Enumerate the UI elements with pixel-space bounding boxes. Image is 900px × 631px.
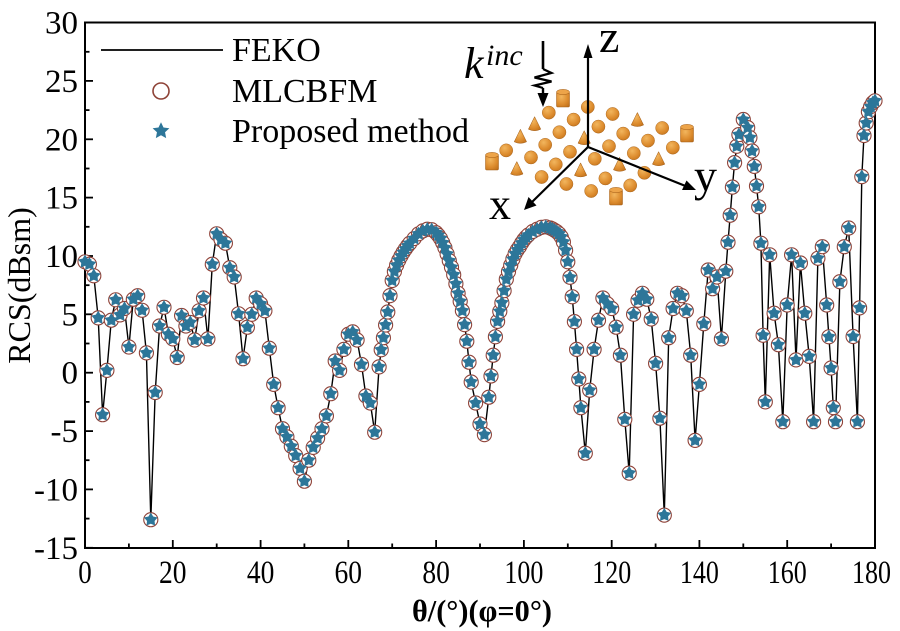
svg-text:-15: -15 [34, 531, 78, 567]
svg-text:MLCBFM: MLCBFM [232, 73, 378, 110]
svg-text:z: z [599, 11, 619, 62]
svg-text:θ/(°)(φ=0°): θ/(°)(φ=0°) [412, 593, 552, 628]
svg-text:60: 60 [335, 555, 363, 591]
svg-text:-10: -10 [34, 472, 78, 508]
svg-text:-5: -5 [51, 414, 79, 450]
svg-text:x: x [489, 180, 511, 229]
svg-text:0: 0 [62, 356, 79, 392]
svg-text:k: k [464, 39, 485, 88]
svg-text:180: 180 [852, 555, 891, 591]
svg-text:40: 40 [247, 555, 275, 591]
svg-text:160: 160 [768, 555, 807, 591]
svg-text:y: y [694, 150, 717, 201]
svg-text:30: 30 [45, 6, 78, 42]
svg-text:20: 20 [159, 555, 187, 591]
svg-text:Proposed method: Proposed method [232, 113, 469, 150]
svg-text:5: 5 [62, 297, 79, 333]
svg-text:120: 120 [592, 555, 631, 591]
svg-text:0: 0 [78, 555, 92, 591]
svg-text:80: 80 [422, 555, 450, 591]
svg-text:100: 100 [504, 555, 543, 591]
svg-text:25: 25 [45, 64, 78, 100]
svg-text:10: 10 [45, 239, 78, 275]
svg-text:inc: inc [486, 39, 523, 72]
svg-text:140: 140 [680, 555, 719, 591]
svg-text:FEKO: FEKO [232, 32, 321, 69]
svg-text:RCS(dBsm): RCS(dBsm) [1, 207, 37, 363]
svg-text:20: 20 [45, 122, 78, 158]
svg-text:15: 15 [45, 181, 78, 217]
